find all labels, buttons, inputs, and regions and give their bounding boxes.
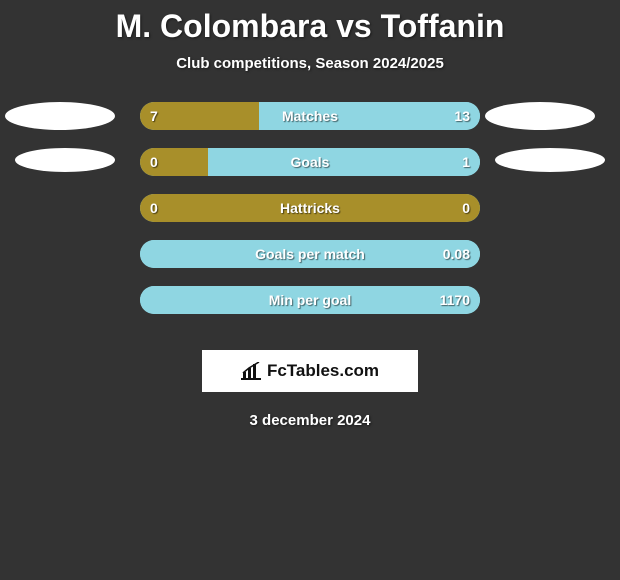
- stat-left-value: 0: [140, 194, 168, 222]
- stat-row: 1170Min per goal: [0, 286, 620, 332]
- date-text: 3 december 2024: [0, 412, 620, 429]
- stat-bar: 01Goals: [140, 148, 480, 176]
- stat-row: 00Hattricks: [0, 194, 620, 240]
- stat-right-value: 0.08: [433, 240, 480, 268]
- comparison-chart: 713Matches01Goals00Hattricks0.08Goals pe…: [0, 102, 620, 332]
- stat-bar-right-segment: [140, 240, 480, 268]
- stat-left-value: [140, 240, 160, 268]
- brand-box[interactable]: FcTables.com: [202, 350, 418, 392]
- brand-label: FcTables.com: [267, 361, 379, 381]
- stat-right-value: 1: [452, 148, 480, 176]
- stat-left-value: [140, 286, 160, 314]
- stat-bar: 00Hattricks: [140, 194, 480, 222]
- stat-left-value: 7: [140, 102, 168, 130]
- page-title: M. Colombara vs Toffanin: [0, 0, 620, 45]
- stat-row: 713Matches: [0, 102, 620, 148]
- brand-text: FcTables.com: [241, 361, 379, 381]
- page-subtitle: Club competitions, Season 2024/2025: [0, 55, 620, 72]
- stat-bar-left-segment: [140, 194, 480, 222]
- stat-left-value: 0: [140, 148, 168, 176]
- stat-bar-right-segment: [208, 148, 480, 176]
- stat-bar: 0.08Goals per match: [140, 240, 480, 268]
- stat-right-value: 1170: [430, 286, 480, 314]
- stat-right-value: 0: [452, 194, 480, 222]
- stat-row: 01Goals: [0, 148, 620, 194]
- stat-bar: 1170Min per goal: [140, 286, 480, 314]
- stat-row: 0.08Goals per match: [0, 240, 620, 286]
- stat-bar: 713Matches: [140, 102, 480, 130]
- stat-right-value: 13: [444, 102, 480, 130]
- chart-icon: [241, 362, 261, 380]
